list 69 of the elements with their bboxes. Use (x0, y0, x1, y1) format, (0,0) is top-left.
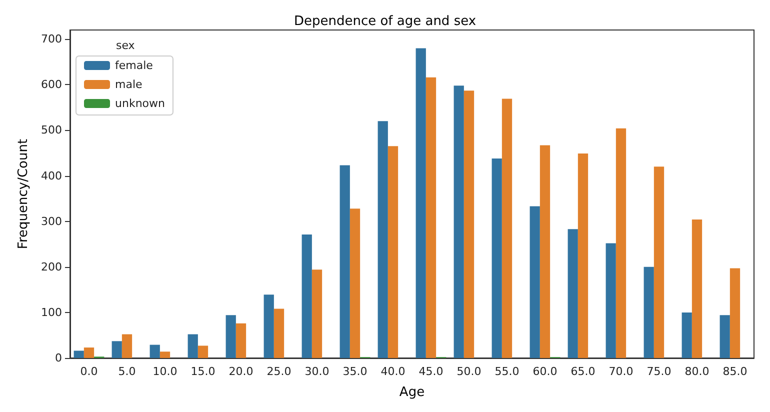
bar (426, 77, 436, 358)
x-tick-label: 20.0 (228, 365, 254, 378)
bar (492, 158, 502, 358)
bar (274, 308, 284, 358)
bar (84, 348, 94, 358)
y-tick-label: 500 (41, 124, 62, 137)
x-tick-label: 0.0 (80, 365, 98, 378)
y-tick-label: 0 (55, 352, 62, 364)
x-tick-label: 85.0 (722, 365, 748, 378)
bar (568, 229, 578, 358)
bar (464, 90, 474, 358)
bar (578, 153, 588, 358)
bar (340, 165, 350, 358)
bar (530, 206, 540, 358)
x-tick-label: 55.0 (494, 365, 520, 378)
x-tick-label: 65.0 (570, 365, 596, 378)
bar (302, 234, 312, 358)
x-tick-label: 60.0 (532, 365, 558, 378)
bar (454, 86, 464, 358)
legend-label: unknown (115, 97, 166, 110)
y-tick-label: 400 (41, 169, 62, 182)
bar (378, 121, 388, 358)
bar (730, 268, 740, 358)
legend-label: female (115, 59, 154, 72)
bar (74, 350, 84, 358)
bar (112, 341, 122, 358)
bar (198, 346, 208, 358)
x-tick-label: 25.0 (266, 365, 292, 378)
bar (236, 323, 246, 358)
x-tick-label: 35.0 (342, 365, 368, 378)
x-tick-label: 70.0 (608, 365, 634, 378)
bar (692, 220, 702, 358)
y-tick-label: 200 (41, 260, 62, 274)
bar (616, 128, 626, 358)
x-tick-label: 50.0 (456, 365, 482, 378)
bar (416, 48, 426, 358)
bar (502, 98, 512, 358)
bar (654, 166, 664, 358)
chart-title: Dependence of age and sex (294, 14, 476, 29)
bar (188, 334, 198, 358)
bar (160, 352, 170, 358)
x-tick-label: 80.0 (684, 365, 710, 378)
legend-title: sex (116, 39, 136, 52)
y-tick-label: 300 (41, 214, 62, 228)
x-tick-label: 40.0 (380, 365, 406, 378)
bar (682, 312, 692, 358)
x-tick-label: 45.0 (418, 365, 444, 378)
bar (150, 344, 160, 358)
bar (388, 146, 398, 358)
bar (264, 294, 274, 358)
bar (540, 145, 550, 358)
y-tick-label: 100 (41, 306, 62, 319)
x-axis-title: Age (399, 385, 425, 400)
bar (312, 270, 322, 358)
bar (226, 315, 236, 358)
y-tick-label: 700 (41, 32, 62, 46)
x-tick-label: 30.0 (304, 365, 330, 378)
bar (644, 266, 654, 358)
x-tick-label: 15.0 (190, 365, 216, 378)
bar (350, 208, 360, 358)
y-axis-title: Frequency/Count (16, 138, 31, 250)
y-tick-label: 600 (41, 78, 62, 92)
bar (720, 315, 730, 358)
bar (606, 243, 616, 358)
x-tick-label: 5.0 (118, 365, 136, 378)
bar (122, 334, 132, 358)
x-tick-label: 10.0 (152, 365, 178, 378)
x-tick-label: 75.0 (646, 365, 672, 378)
legend-label: male (115, 78, 143, 91)
